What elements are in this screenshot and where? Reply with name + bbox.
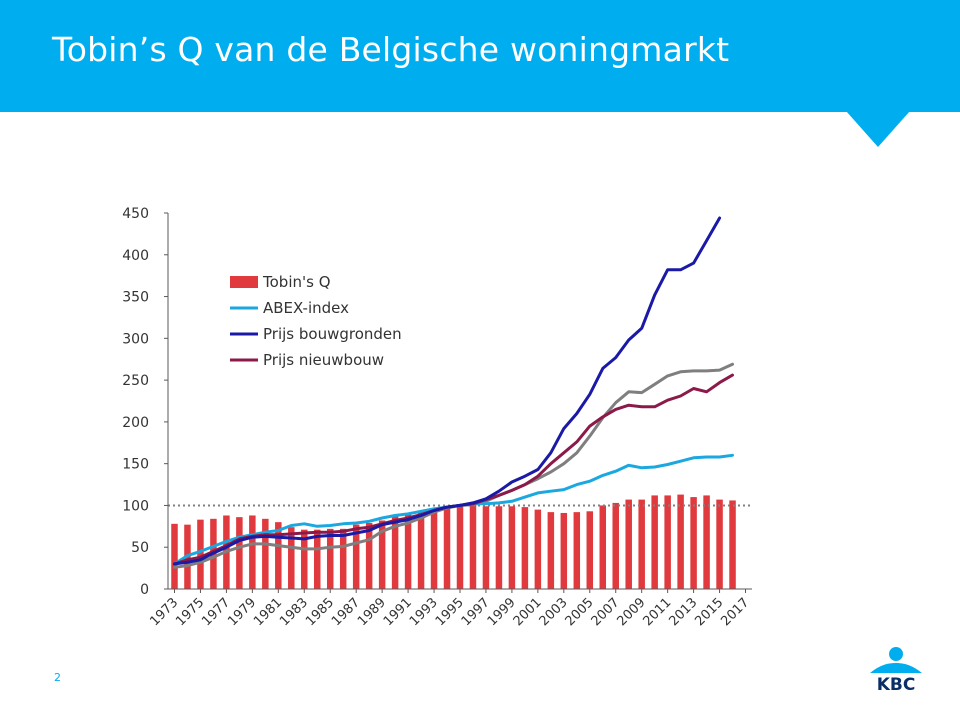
bar-tobins-q-1975 xyxy=(197,519,204,589)
header-banner xyxy=(0,0,960,112)
y-tick-label-0: 0 xyxy=(140,582,149,598)
bar-tobins-q-2001 xyxy=(534,509,542,589)
page-number: 2 xyxy=(54,671,61,684)
bar-tobins-q-1999 xyxy=(508,506,516,589)
bar-tobins-q-2013 xyxy=(690,497,697,589)
x-tick-label-2009: 2009 xyxy=(615,595,649,629)
bar-tobins-q-1981 xyxy=(275,522,282,589)
line-abex-index xyxy=(173,453,734,566)
kbc-logo-text: KBC xyxy=(876,675,916,695)
bar-tobins-q-2006 xyxy=(599,505,607,589)
bar-tobins-q-2004 xyxy=(573,512,581,589)
x-tick-label-2003: 2003 xyxy=(537,595,571,629)
bar-tobins-q-1996 xyxy=(469,505,477,589)
bar-tobins-q-2011 xyxy=(664,495,671,589)
bar-tobins-q-2016 xyxy=(729,500,736,589)
x-tick-label-2017: 2017 xyxy=(718,595,752,629)
x-tick-label-1973: 1973 xyxy=(147,595,181,629)
bar-tobins-q-1992 xyxy=(417,512,425,589)
x-tick-label-2005: 2005 xyxy=(563,595,597,629)
bar-tobins-q-1988 xyxy=(365,522,373,589)
x-tick-label-2007: 2007 xyxy=(589,595,623,629)
bar-tobins-q-1979 xyxy=(249,515,256,589)
bar-tobins-q-2012 xyxy=(677,494,684,589)
x-tick-label-1999: 1999 xyxy=(485,595,519,629)
y-tick-label-100: 100 xyxy=(122,498,149,514)
bar-tobins-q-2010 xyxy=(651,495,658,589)
bar-tobins-q-2008 xyxy=(625,499,632,589)
x-tick-label-1989: 1989 xyxy=(355,595,389,629)
kbc-logo: KBC xyxy=(866,645,926,695)
bar-tobins-q-1994 xyxy=(443,507,451,589)
bar-tobins-q-1991 xyxy=(404,512,412,589)
x-tick-label-1995: 1995 xyxy=(433,595,467,629)
y-tick-label-150: 150 xyxy=(122,457,149,473)
bar-tobins-q-2002 xyxy=(547,512,555,589)
y-tick-label-400: 400 xyxy=(122,248,149,264)
x-tick-label-1983: 1983 xyxy=(277,595,311,629)
x-tick-label-1991: 1991 xyxy=(381,595,415,629)
bar-tobins-q-2003 xyxy=(560,512,568,589)
bar-tobins-q-1985 xyxy=(326,528,334,589)
legend-label-tobin-s-q: Tobin's Q xyxy=(262,273,331,291)
x-tick-label-1993: 1993 xyxy=(407,595,441,629)
bar-tobins-q-2007 xyxy=(612,502,619,589)
y-tick-label-200: 200 xyxy=(122,415,149,431)
series-lines xyxy=(173,216,734,569)
bar-tobins-q-1986 xyxy=(339,528,347,589)
y-tick-label-50: 50 xyxy=(131,540,149,556)
x-tick-label-1997: 1997 xyxy=(459,595,493,629)
x-tick-label-2011: 2011 xyxy=(640,595,674,629)
legend-swatch-tobin-s-q xyxy=(230,276,258,288)
bar-tobins-q-1995 xyxy=(456,505,464,589)
bar-tobins-q-2000 xyxy=(521,507,529,589)
header-tab-marker xyxy=(846,111,910,147)
bar-tobins-q-1998 xyxy=(495,506,503,589)
x-tick-label-1985: 1985 xyxy=(303,595,337,629)
bar-tobins-q-1997 xyxy=(482,506,490,589)
x-tick-label-1981: 1981 xyxy=(251,595,285,629)
x-tick-label-1979: 1979 xyxy=(225,595,259,629)
bar-tobins-q-1984 xyxy=(313,529,321,589)
bar-tobins-q-2014 xyxy=(703,495,710,589)
bar-tobins-q-1993 xyxy=(430,508,438,589)
legend-label-prijs-nieuwbouw: Prijs nieuwbouw xyxy=(263,351,384,369)
x-tick-label-2015: 2015 xyxy=(692,595,726,629)
tobins-q-bars xyxy=(171,494,736,589)
bar-tobins-q-1987 xyxy=(352,524,360,589)
bar-tobins-q-1990 xyxy=(391,516,399,589)
x-tick-label-1975: 1975 xyxy=(173,595,207,629)
line-prijs-bouwgronden xyxy=(173,216,722,566)
y-tick-label-450: 450 xyxy=(122,206,149,222)
bar-tobins-q-2005 xyxy=(586,511,594,589)
y-tick-label-300: 300 xyxy=(122,331,149,347)
x-tick-label-1987: 1987 xyxy=(329,595,363,629)
bar-tobins-q-1982 xyxy=(288,527,295,589)
kbc-logo-mark-icon xyxy=(870,647,922,673)
page-title: Tobin’s Q van de Belgische woningmarkt xyxy=(52,30,730,69)
x-tick-label-2001: 2001 xyxy=(511,595,545,629)
y-tick-label-250: 250 xyxy=(122,373,149,389)
bar-tobins-q-1989 xyxy=(378,520,386,589)
bar-tobins-q-1980 xyxy=(262,518,269,589)
bar-tobins-q-1973 xyxy=(171,523,178,589)
bar-tobins-q-1983 xyxy=(301,529,308,589)
bar-tobins-q-1978 xyxy=(236,517,243,589)
y-tick-label-350: 350 xyxy=(122,290,149,306)
x-tick-label-1977: 1977 xyxy=(199,595,233,629)
x-tick-label-2013: 2013 xyxy=(666,595,700,629)
bar-tobins-q-2009 xyxy=(638,499,645,589)
bar-tobins-q-2015 xyxy=(716,499,723,589)
legend-label-prijs-bouwgronden: Prijs bouwgronden xyxy=(263,325,402,343)
legend-label-abex-index: ABEX-index xyxy=(263,299,349,317)
legend: Tobin's Q ABEX-index Prijs bouwgronden Prij… xyxy=(230,273,402,369)
